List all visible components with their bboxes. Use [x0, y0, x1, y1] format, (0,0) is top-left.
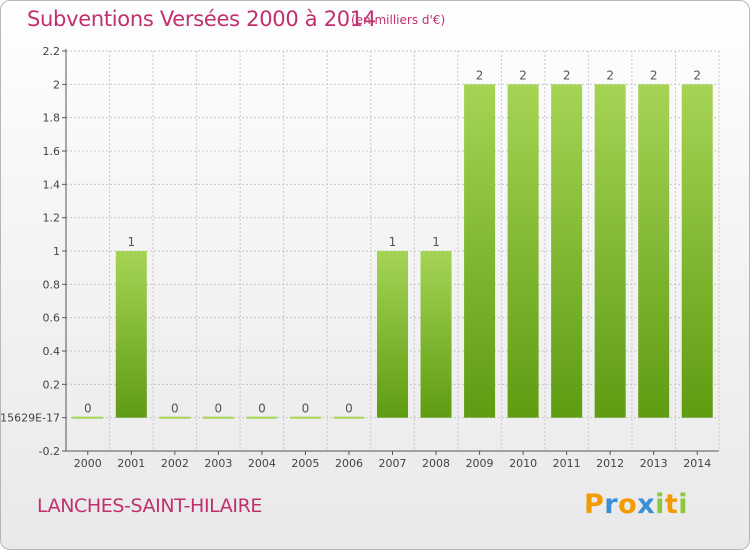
logo-letter: r [604, 489, 619, 520]
y-tick-label: 2 [53, 78, 60, 91]
data-label: 1 [389, 235, 397, 249]
bar-2008 [420, 251, 452, 418]
logo-letter: i [678, 489, 689, 520]
bar-2002 [159, 416, 191, 419]
bar-2004 [246, 416, 278, 419]
logo-letter: x [637, 489, 656, 520]
data-label: 0 [258, 402, 266, 416]
data-label: 0 [171, 402, 179, 416]
bar-2013 [638, 84, 670, 418]
bar-2009 [464, 84, 496, 418]
y-tick-label: 0.6 [43, 312, 61, 325]
x-tick-label: 2007 [379, 457, 407, 470]
y-tick-label: -0.2 [39, 445, 60, 458]
x-tick-label: 2001 [117, 457, 145, 470]
x-tick-label: 2002 [161, 457, 189, 470]
data-label: 1 [127, 235, 135, 249]
y-tick-label: 0.4 [43, 345, 61, 358]
chart-subtitle: (en milliers d'€) [351, 13, 446, 27]
bar-2001 [115, 251, 147, 418]
bar-2007 [377, 251, 408, 418]
y-tick-label: 2.2 [43, 45, 61, 58]
data-label: 2 [650, 68, 658, 82]
data-label: 2 [476, 68, 484, 82]
bar-2011 [551, 84, 583, 418]
x-tick-label: 2012 [596, 457, 624, 470]
bar-2012 [594, 84, 626, 418]
y-tick-label: 1.2 [43, 212, 61, 225]
logo-letter: i [655, 489, 665, 520]
data-label: 0 [215, 402, 223, 416]
x-tick-label: 2003 [204, 457, 232, 470]
bar-2014 [681, 84, 713, 418]
data-label: 0 [84, 402, 92, 416]
data-labels: 0 1 0 0 0 0 0 1 1 2 2 2 2 2 2 [84, 68, 701, 415]
x-tick-label: 2000 [74, 457, 102, 470]
bar-2006 [333, 416, 365, 419]
data-label: 2 [606, 68, 614, 82]
y-tick-label: 1.3877787807815629E-17 [1, 412, 60, 425]
data-label: 0 [345, 402, 353, 416]
commune-name: LANCHES-SAINT-HILAIRE [37, 495, 262, 517]
data-label: 2 [519, 68, 527, 82]
bar-series [72, 84, 713, 419]
bar-2010 [507, 84, 539, 418]
logo-letter: P [584, 489, 605, 520]
y-tick-label: 1 [53, 245, 60, 258]
axes: -0.2 1.3877787807815629E-17 0.2 0.4 0.6 0.8 1 1… [1, 45, 719, 470]
x-tick-label: 2004 [248, 457, 276, 470]
logo-letter: t [664, 489, 679, 520]
data-label: 0 [302, 402, 310, 416]
x-tick-label: 2014 [683, 457, 711, 470]
data-label: 1 [432, 235, 440, 249]
x-tick-label: 2011 [553, 457, 581, 470]
y-tick-label: 0.2 [43, 378, 61, 391]
x-tick-label: 2013 [640, 457, 668, 470]
proxiti-logo[interactable]: Proxiti [584, 489, 688, 520]
bar-2005 [289, 416, 321, 419]
logo-letter: o [618, 489, 638, 520]
y-tick-label: 0.8 [43, 278, 61, 291]
y-tick-label: 1.4 [43, 178, 61, 191]
x-tick-label: 2005 [291, 457, 319, 470]
x-tick-label: 2010 [509, 457, 537, 470]
bar-2000 [72, 416, 104, 419]
data-label: 2 [693, 68, 701, 82]
y-tick-label: 1.8 [43, 112, 61, 125]
chart-title: Subventions Versées 2000 à 2014 [27, 7, 376, 31]
bar-2003 [202, 416, 234, 419]
y-tick-label: 1.6 [43, 145, 61, 158]
x-tick-label: 2008 [422, 457, 450, 470]
x-tick-label: 2009 [466, 457, 494, 470]
x-tick-label: 2006 [335, 457, 363, 470]
data-label: 2 [563, 68, 571, 82]
